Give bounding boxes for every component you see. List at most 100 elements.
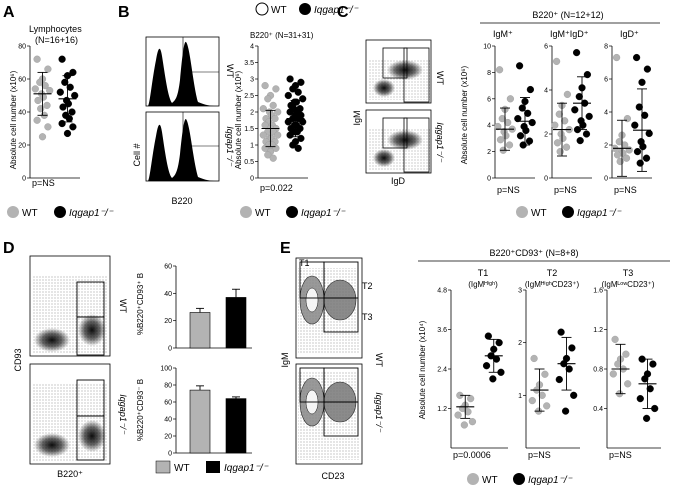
legend-d-ko-marker xyxy=(206,461,220,473)
y-tick-label-C1: 4 xyxy=(487,123,491,130)
bar-D1-wt xyxy=(189,312,211,349)
data-point-E3-ko xyxy=(641,375,649,383)
y-tick-label-B: 4 xyxy=(250,44,254,51)
flow-c-ko-pop2 xyxy=(373,149,395,167)
data-point-E1-wt xyxy=(464,408,472,416)
y-tick-label-D1: 60 xyxy=(164,264,172,271)
data-point-A-wt xyxy=(44,65,52,73)
data-point-E2-ko xyxy=(555,375,563,384)
data-point-B-wt xyxy=(261,81,269,90)
legend-e-ko-label: Iqgap1⁻/⁻ xyxy=(528,475,573,486)
data-point-E2-wt xyxy=(538,391,546,399)
data-point-C1-ko xyxy=(525,137,534,145)
data-point-E3-wt xyxy=(622,350,630,358)
flow-d-wt-pop xyxy=(34,328,70,352)
data-point-B-wt xyxy=(259,105,267,113)
histogram-row-ko: Iqgap1⁻/⁻ xyxy=(225,126,235,167)
data-point-C3-wt xyxy=(622,154,631,162)
y-tick-label-E2: 2 xyxy=(518,340,522,347)
data-point-C1-wt xyxy=(496,136,505,144)
y-tick-label-B: 1 xyxy=(250,143,254,150)
flow-d-row-ko: Iqgap1⁻/⁻ xyxy=(118,394,128,435)
panel-b-ylabel: Absolute cell number (x10⁶) xyxy=(234,70,243,169)
data-point-B-wt xyxy=(264,151,272,159)
data-point-E2-wt xyxy=(530,354,538,363)
y-tick-label-D1: 20 xyxy=(164,318,172,325)
y-tick-label-C3: 2 xyxy=(604,143,608,150)
flow-c-ylabel: IgM xyxy=(352,110,362,125)
panel-e-t2: T2 xyxy=(547,268,558,278)
data-point-C3-wt xyxy=(625,146,633,154)
flow-c-row-ko: Iqgap1⁻/⁻ xyxy=(435,122,445,163)
flow-c-ko-gate2 xyxy=(403,117,430,173)
flow-d-ko-pop xyxy=(34,433,70,457)
data-point-E3-ko xyxy=(649,360,657,368)
y-tick-label-C2: 2 xyxy=(544,132,548,139)
data-point-B-ko xyxy=(284,118,292,126)
y-tick-label-C3: 8 xyxy=(604,44,608,51)
data-point-E1-ko xyxy=(489,375,497,383)
y-tick-label-A: 80 xyxy=(18,44,26,51)
panel-letter-a: A xyxy=(3,4,15,21)
data-point-B-wt xyxy=(269,154,277,162)
panel-letter-b: B xyxy=(118,4,130,21)
gate-label-t2: T2 xyxy=(362,281,373,291)
y-tick-label-D2: 80 xyxy=(164,383,172,390)
data-point-A-ko xyxy=(56,88,64,96)
data-point-C3-ko xyxy=(636,159,644,167)
data-point-C3-wt xyxy=(613,151,622,159)
flow-d-ko-frame xyxy=(29,363,111,465)
data-point-C3-ko xyxy=(643,65,652,73)
panel-d-ylabel-bot: %B220⁺CD93⁻ B xyxy=(136,379,145,441)
panel-letter-e: E xyxy=(280,240,291,257)
legend-e: WT Iqgap1⁻/⁻ xyxy=(467,473,573,486)
flow-c-ko-frame xyxy=(365,109,432,174)
panel-e-t2-sub: (IgMᴴⁱᵍʰCD23⁺) xyxy=(525,280,580,289)
panel-c-sub2: IgM⁺IgD⁺ xyxy=(550,29,589,39)
flow-d-wt-pop2 xyxy=(78,314,106,346)
flow-c-wt-frame xyxy=(365,39,432,104)
data-point-E1-wt xyxy=(468,418,477,426)
data-point-E2-ko xyxy=(557,328,565,336)
data-point-B-wt xyxy=(259,131,267,139)
data-point-C3-ko xyxy=(641,111,649,119)
data-point-E3-wt xyxy=(609,370,617,378)
data-point-A-wt xyxy=(31,85,39,93)
data-point-C2-wt xyxy=(563,90,572,99)
data-point-C1-wt xyxy=(502,132,510,140)
flow-d-row-wt: WT xyxy=(118,299,128,313)
data-point-B-ko xyxy=(294,88,302,96)
data-point-C1-ko xyxy=(514,114,522,123)
data-point-C1-wt xyxy=(494,122,502,131)
legend-c-wt-label: WT xyxy=(531,208,547,219)
legend-e-wt-label: WT xyxy=(482,475,498,486)
y-tick-label-E1: 1.2 xyxy=(437,406,447,413)
p-value-A: p=NS xyxy=(32,178,55,188)
y-tick-label-A: 40 xyxy=(18,110,26,117)
data-point-B-wt xyxy=(264,95,272,103)
flow-c-wt-pop xyxy=(387,60,423,80)
panel-c-header: B220⁺ (N=12+12) xyxy=(532,10,603,20)
data-point-E1-ko xyxy=(484,332,492,340)
data-point-E2-ko xyxy=(568,344,576,352)
legend-b-ko-label: Iqgap1⁻/⁻ xyxy=(301,208,346,219)
data-point-E1-wt xyxy=(454,411,462,419)
histogram-wt xyxy=(148,41,217,106)
data-point-C1-ko xyxy=(522,126,530,135)
data-point-C2-ko xyxy=(579,121,587,129)
legend-d-wt-marker xyxy=(155,460,171,474)
data-point-C2-wt xyxy=(559,134,567,143)
data-point-C2-ko xyxy=(575,92,583,101)
flow-d-wt-frame xyxy=(29,255,111,357)
data-point-C3-ko xyxy=(631,121,639,129)
y-tick-label-D1: 40 xyxy=(164,291,172,298)
panel-a-n: (N=16+16) xyxy=(35,35,78,45)
y-tick-label-C2: 4 xyxy=(544,88,548,95)
p-value-B: p=0.022 xyxy=(260,183,293,193)
panel-e-header: B220⁺CD93⁺ (N=8+8) xyxy=(489,248,578,258)
panel-e-t1: T1 xyxy=(478,268,489,278)
legend-a-wt-label: WT xyxy=(22,208,38,219)
flow-c-ko-gate1 xyxy=(382,117,408,149)
flow-e-ylabel: IgM xyxy=(280,352,290,367)
data-point-A-wt xyxy=(33,116,41,124)
